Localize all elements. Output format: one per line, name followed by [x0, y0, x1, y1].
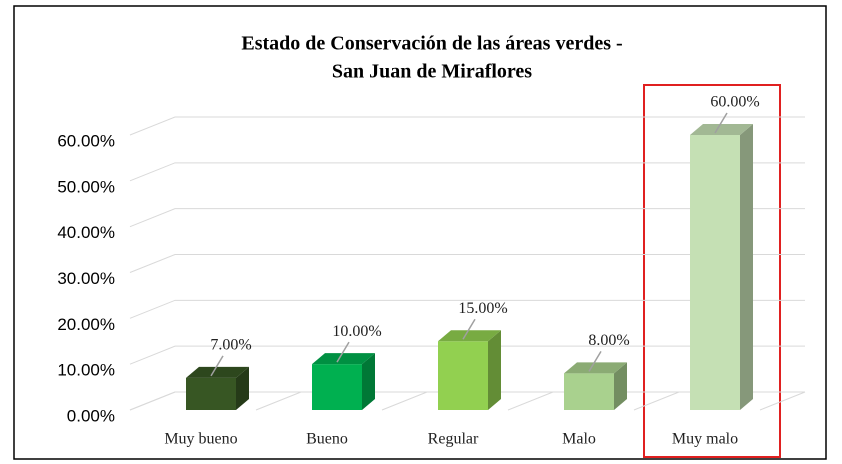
bar	[564, 362, 627, 410]
value-label: 10.00%	[332, 323, 381, 340]
floor-divider	[507, 391, 554, 411]
bar-top	[690, 124, 753, 135]
x-tick-label: Regular	[428, 431, 479, 448]
value-label: 60.00%	[710, 94, 759, 111]
bar-side	[236, 366, 249, 410]
bar-front	[438, 341, 488, 410]
floor-divider	[255, 391, 302, 411]
bar	[186, 366, 249, 410]
leader-line	[210, 355, 224, 377]
y-tick-label: 30.00%	[57, 269, 115, 288]
grid-line	[129, 116, 805, 136]
bar-top	[186, 366, 249, 378]
x-tick-label: Muy malo	[672, 431, 738, 448]
grid-line	[129, 254, 805, 273]
floor-divider	[129, 391, 176, 411]
bar-front	[690, 135, 740, 410]
x-tick-label: Malo	[562, 431, 596, 448]
x-tick-label: Bueno	[306, 431, 348, 448]
leader-line	[462, 318, 476, 340]
bar-side	[614, 362, 627, 410]
chart-title: San Juan de Miraflores	[332, 61, 532, 83]
grid-line	[129, 345, 805, 365]
bar-side	[488, 330, 501, 410]
grid-line	[129, 299, 805, 319]
leader-line	[336, 341, 350, 363]
bar-top	[438, 330, 501, 342]
grid-line	[129, 208, 805, 228]
bar-front	[564, 373, 614, 410]
bar-side	[740, 124, 753, 410]
bar	[312, 353, 375, 410]
value-label: 8.00%	[588, 332, 629, 349]
bar-top	[564, 362, 627, 374]
y-tick-label: 20.00%	[57, 315, 115, 334]
bar-side	[362, 353, 375, 410]
chart-title: Estado de Conservación de las áreas verd…	[241, 33, 622, 55]
y-tick-label: 10.00%	[57, 361, 115, 380]
bar	[438, 330, 501, 410]
bar-front	[312, 364, 362, 410]
floor-divider	[633, 391, 680, 411]
bar-top	[312, 353, 375, 365]
bar	[690, 124, 753, 410]
floor-divider	[381, 391, 428, 411]
y-tick-label: 40.00%	[57, 223, 115, 242]
leader-line	[588, 350, 602, 372]
grid-line	[129, 162, 805, 182]
y-tick-label: 0.00%	[67, 406, 115, 425]
value-label: 7.00%	[210, 337, 251, 354]
x-tick-label: Muy bueno	[164, 431, 237, 448]
leader-line	[714, 112, 728, 134]
value-label: 15.00%	[458, 300, 507, 317]
floor-divider	[759, 391, 806, 411]
y-tick-label: 50.00%	[57, 177, 115, 196]
y-tick-label: 60.00%	[57, 131, 115, 150]
highlight-box	[643, 84, 781, 458]
bar-front	[186, 377, 236, 410]
